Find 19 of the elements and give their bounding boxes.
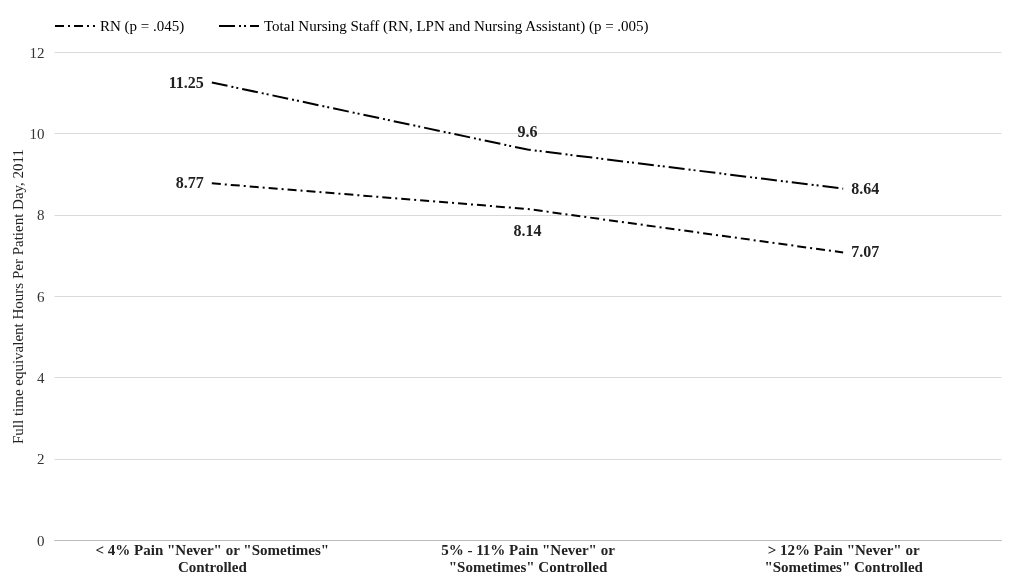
x-tick-label: 5% - 11% Pain "Never" or "Sometimes" Controlled — [441, 541, 616, 575]
data-label: 8.77 — [175, 174, 204, 192]
y-tick-label: 10 — [29, 125, 45, 142]
legend-label: Total Nursing Staff (RN, LPN and Nursing Assistant) (p = .005) — [264, 18, 649, 35]
x-tick-label: > 12% Pain "Never" or "Sometimes" Controlled — [764, 541, 924, 575]
y-tick-label: 4 — [37, 369, 45, 386]
y-tick-label: 0 — [37, 532, 45, 549]
data-label: 9.6 — [517, 122, 538, 140]
data-label: 8.14 — [513, 221, 542, 239]
y-tick-label: 6 — [37, 288, 45, 305]
legend-label: RN (p = .045) — [100, 18, 185, 35]
y-tick-label: 8 — [37, 207, 45, 224]
data-label: 8.64 — [851, 179, 880, 197]
x-tick-label: < 4% Pain "Never" or "Sometimes" Controlled — [95, 541, 330, 575]
y-tick-label: 12 — [29, 44, 45, 61]
data-label: 7.07 — [851, 243, 880, 261]
y-axis-title: Full time equivalent Hours Per Patient Day, 2011 — [9, 148, 26, 445]
data-label: 11.25 — [168, 73, 204, 91]
y-tick-label: 2 — [37, 451, 45, 468]
